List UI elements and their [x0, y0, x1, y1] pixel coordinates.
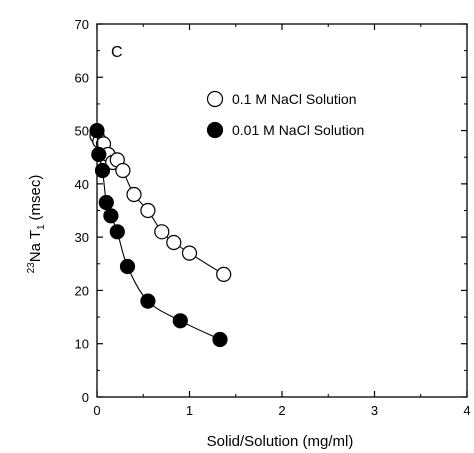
series-2-point: [103, 208, 119, 224]
series-1-point: [115, 162, 131, 179]
y-axis-label-subscript: 1: [36, 224, 47, 230]
legend-label-series-1: 0.1 M NaCl Solution: [232, 91, 357, 107]
series-1-point: [140, 202, 156, 219]
y-tick-label: 20: [75, 283, 89, 298]
y-axis-label-unit: (msec): [27, 175, 44, 221]
series-1-point: [216, 266, 232, 282]
legend-marker-filled-circle: [206, 121, 224, 139]
series-2-point: [119, 258, 136, 275]
series-2-point: [140, 293, 156, 309]
series-1-point: [154, 224, 170, 240]
y-tick-label: 70: [75, 17, 89, 32]
y-tick-label: 0: [82, 390, 89, 405]
y-axis-label-main: Na T: [27, 230, 44, 262]
series-2-point: [212, 331, 228, 348]
series-2-point: [172, 313, 188, 329]
y-tick-label: 40: [75, 177, 89, 192]
x-tick-label: 1: [186, 403, 193, 418]
panel-label: C: [111, 44, 123, 61]
series-2-point: [98, 194, 114, 211]
x-tick-label: 2: [278, 403, 285, 418]
x-tick-label: 0: [93, 403, 100, 418]
legend-marker-open-circle: [206, 90, 224, 108]
legend-label-series-2: 0.01 M NaCl Solution: [232, 122, 364, 138]
y-axis-label: 23Na T1 (msec): [26, 175, 47, 274]
series-2-point: [109, 224, 125, 240]
series-layer: [89, 123, 232, 348]
series-1-point: [126, 186, 142, 203]
y-tick-label: 30: [75, 230, 89, 245]
series-1-point: [166, 234, 182, 251]
legend: 0.1 M NaCl Solution 0.01 M NaCl Solution: [206, 90, 364, 139]
x-tick-label: 4: [463, 403, 470, 418]
x-tick-label: 3: [371, 403, 378, 418]
series-1-point: [181, 245, 198, 261]
axis-ticks: 0 10 20 30 40 50 60 70 0 1 2 3 4: [75, 17, 471, 418]
series-2-point: [89, 123, 105, 139]
series-2-point: [91, 146, 107, 163]
y-tick-label: 10: [75, 337, 89, 352]
y-tick-label: 50: [75, 124, 89, 139]
y-tick-label: 60: [75, 70, 89, 85]
x-axis-label: Solid/Solution (mg/ml): [207, 433, 354, 450]
series-2-point: [94, 162, 111, 179]
y-axis-label-superscript: 23: [26, 262, 37, 274]
